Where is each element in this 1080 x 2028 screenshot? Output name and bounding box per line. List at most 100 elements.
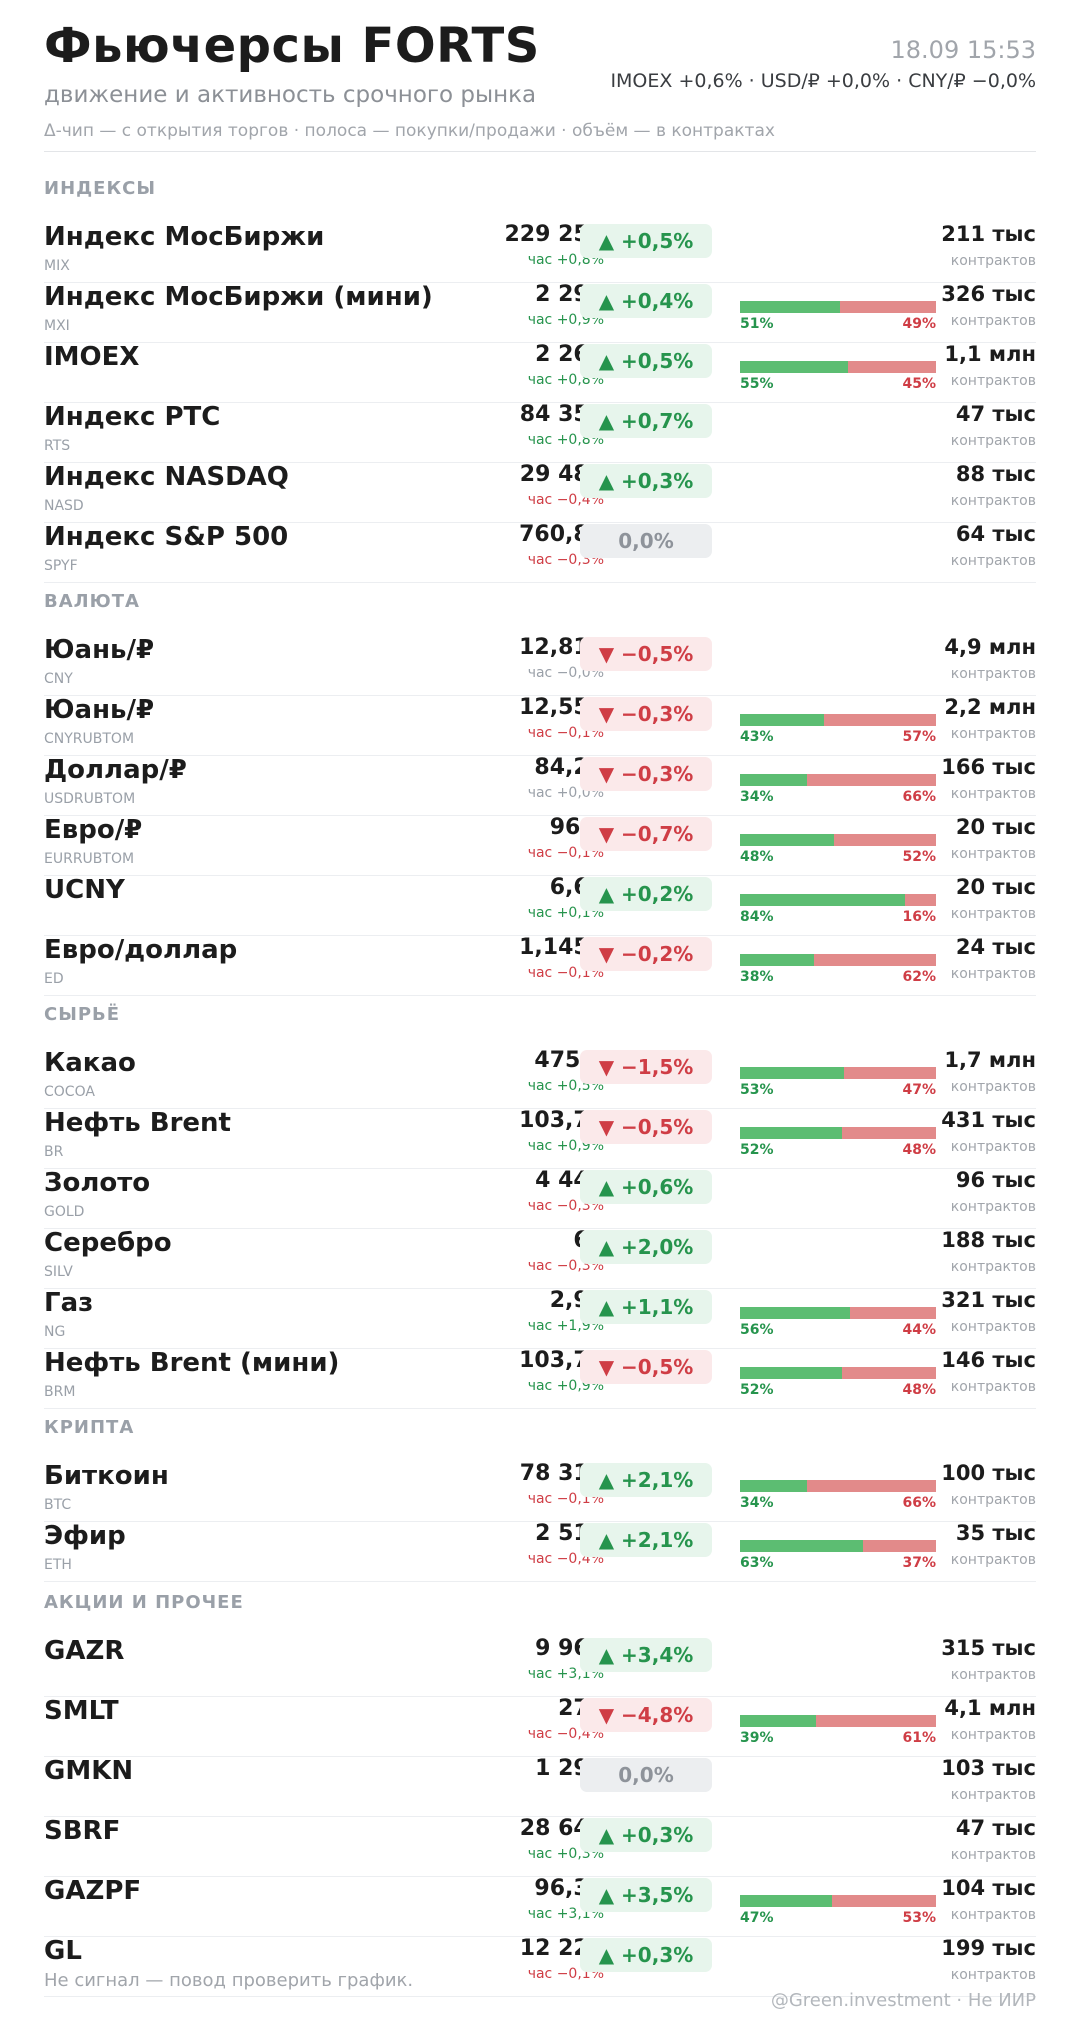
instrument-row[interactable]: Биткоин BTC 78 313 час −0,1% ▲ +2,1% 34% 66% 10…: [44, 1461, 1036, 1522]
volume-unit: контрактов: [950, 1667, 1036, 1683]
volume: 35 тыс: [955, 1521, 1036, 1545]
volume: 326 тыс: [941, 282, 1036, 306]
sell-share-fill: [839, 301, 936, 313]
buy-sell-bar: 48% 52%: [740, 834, 936, 865]
instrument-name: Серебро: [44, 1228, 172, 1258]
sell-percent: 47%: [902, 1082, 936, 1098]
sell-share-fill: [863, 1540, 936, 1552]
volume: 315 тыс: [941, 1636, 1036, 1660]
buy-percent: 53%: [740, 1082, 774, 1098]
volume-unit: контрактов: [950, 846, 1036, 862]
instrument-row[interactable]: Золото GOLD 4 443 час −0,3% ▲ +0,6% 96 тыс кон…: [44, 1168, 1036, 1229]
volume-unit: контрактов: [950, 1787, 1036, 1803]
buy-percent: 51%: [740, 316, 774, 332]
volume-unit: контрактов: [950, 786, 1036, 802]
instrument-row[interactable]: Нефть Brent BR 103,74 час +0,9% ▼ −0,5% 52% 48…: [44, 1108, 1036, 1169]
instrument-row[interactable]: Нефть Brent (мини) BRM 103,72 час +0,9% ▼ −0…: [44, 1348, 1036, 1409]
instrument-ticker: NASD: [44, 498, 84, 514]
volume: 1,7 млн: [944, 1048, 1036, 1072]
sell-share-fill: [832, 1895, 936, 1907]
sell-percent: 53%: [902, 1910, 936, 1926]
instrument-name: Индекс МосБиржи: [44, 222, 325, 252]
instrument-row[interactable]: Евро/₽ EURRUBTOM 96,7 час −0,1% ▼ −0,7% 48% 52…: [44, 815, 1036, 876]
volume: 199 тыс: [941, 1936, 1036, 1960]
instrument-row[interactable]: Юань/₽ CNY 12,817 час −0,0% ▼ −0,5% 4,9 млн ко…: [44, 635, 1036, 696]
volume: 1,1 млн: [944, 342, 1036, 366]
instrument-row[interactable]: Индекс РТС RTS 84 350 час +0,8% ▲ +0,7% 47 ты…: [44, 402, 1036, 463]
instrument-row[interactable]: GMKN 1 295 0,0% 103 тыс контрактов: [44, 1756, 1036, 1817]
instrument-ticker: ETH: [44, 1557, 72, 1573]
volume: 103 тыс: [941, 1756, 1036, 1780]
instrument-row[interactable]: SBRF 28 644 час +0,3% ▲ +0,3% 47 тыс контракт…: [44, 1816, 1036, 1877]
session-change-chip: ▲ +0,3%: [580, 464, 712, 498]
buy-percent: 84%: [740, 909, 774, 925]
session-change-chip: ▼ −0,3%: [580, 697, 712, 731]
volume-unit: контрактов: [950, 1139, 1036, 1155]
instrument-row[interactable]: SMLT275час −0,4%▼ −4,8%39%61%4,1 млнконт…: [44, 1696, 1036, 1757]
datetime: 18.09 15:53: [890, 36, 1037, 64]
buy-percent: 39%: [740, 1730, 774, 1746]
volume: 431 тыс: [941, 1108, 1036, 1132]
sell-share-fill: [904, 894, 936, 906]
instrument-row[interactable]: Эфир ETH 2 510 час −0,4% ▲ +2,1% 63% 37% 35 тыс…: [44, 1521, 1036, 1582]
session-change-chip: ▼ −0,2%: [580, 937, 712, 971]
instrument-name: Нефть Brent (мини): [44, 1348, 340, 1378]
legend-text: Δ-чип — с открытия торгов · полоса — пок…: [44, 121, 775, 141]
volume-unit: контрактов: [950, 313, 1036, 329]
buy-share-fill: [740, 1895, 833, 1907]
instrument-row[interactable]: Юань/₽ CNYRUBTOM 12,558 час −0,1% ▼ −0,3% 43%…: [44, 695, 1036, 756]
volume: 4,1 млн: [944, 1696, 1036, 1720]
session-change-chip: ▼ −0,3%: [580, 757, 712, 791]
session-change-chip: ▼ −0,5%: [580, 1350, 712, 1384]
sell-share-fill: [843, 1067, 936, 1079]
instrument-name: SMLT: [44, 1696, 119, 1726]
instrument-row[interactable]: GAZR 9 963 час +3,1% ▲ +3,4% 315 тыс контракт…: [44, 1636, 1036, 1697]
instrument-ticker: NG: [44, 1324, 66, 1340]
instrument-row[interactable]: Газ NG 2,91 час +1,9% ▲ +1,1% 56% 44% 321 тыс ко…: [44, 1288, 1036, 1349]
instrument-row[interactable]: СереброSILV68час −0,3%▲ +2,0%188 тысконт…: [44, 1228, 1036, 1289]
instrument-row[interactable]: GAZPF 96,31 час +3,1% ▲ +3,5% 47% 53% 104 тыс к…: [44, 1876, 1036, 1937]
instrument-row[interactable]: Какао COCOA 475,6 час +0,5% ▼ −1,5% 53% 47% 1,7…: [44, 1048, 1036, 1109]
session-change-chip: ▲ +0,2%: [580, 877, 712, 911]
sell-share-fill: [849, 1307, 936, 1319]
buy-sell-bar: 34% 66%: [740, 1480, 936, 1511]
instrument-ticker: MXI: [44, 318, 70, 334]
sell-percent: 48%: [902, 1142, 936, 1158]
buy-share-fill: [740, 361, 848, 373]
volume: 146 тыс: [941, 1348, 1036, 1372]
instrument-row[interactable]: IMOEX 2 268 час +0,8% ▲ +0,5% 55% 45% 1,1 млн к…: [44, 342, 1036, 403]
sell-share-fill: [806, 774, 936, 786]
section-title: КРИПТА: [44, 1417, 135, 1438]
instrument-ticker: SILV: [44, 1264, 73, 1280]
volume-unit: контрактов: [950, 1907, 1036, 1923]
instrument-name: Эфир: [44, 1521, 126, 1551]
instrument-row[interactable]: Индекс S&P 500 SPYF 760,84 час −0,3% 0,0% 64 …: [44, 522, 1036, 583]
volume: 47 тыс: [955, 1816, 1036, 1840]
instrument-row[interactable]: UCNY 6,69 час +0,1% ▲ +0,2% 84% 16% 20 тыс конт…: [44, 875, 1036, 936]
sell-share-fill: [847, 361, 936, 373]
sell-share-fill: [841, 1367, 936, 1379]
instrument-row[interactable]: Индекс МосБиржи MIX 229 250 час +0,8% ▲ +0,5…: [44, 222, 1036, 283]
buy-share-fill: [740, 774, 807, 786]
buy-share-fill: [740, 301, 840, 313]
session-change-chip: ▲ +2,1%: [580, 1523, 712, 1557]
sell-percent: 37%: [902, 1555, 936, 1571]
instrument-name: Индекс РТС: [44, 402, 221, 432]
instrument-name: Юань/₽: [44, 695, 155, 725]
instrument-ticker: ED: [44, 971, 64, 987]
buy-sell-bar: 47% 53%: [740, 1895, 936, 1926]
volume: 188 тыс: [941, 1228, 1036, 1252]
instrument-row[interactable]: Индекс NASDAQ NASD 29 484 час −0,4% ▲ +0,3% 8…: [44, 462, 1036, 523]
instrument-row[interactable]: GL 12 225 час −0,1% ▲ +0,3% 199 тыс контракто…: [44, 1936, 1036, 1997]
session-change-chip: 0,0%: [580, 524, 712, 558]
instrument-row[interactable]: Евро/доллар ED 1,1453 час −0,1% ▼ −0,2% 38% 62…: [44, 935, 1036, 996]
buy-sell-bar: 43% 57%: [740, 714, 936, 745]
session-change-chip: ▲ +0,4%: [580, 284, 712, 318]
session-change-chip: 0,0%: [580, 1758, 712, 1792]
buy-percent: 38%: [740, 969, 774, 985]
sell-share-fill: [814, 954, 936, 966]
instrument-row[interactable]: Индекс МосБиржи (мини) MXI 2 292 час +0,9% ▲…: [44, 282, 1036, 343]
buy-sell-bar: 63% 37%: [740, 1540, 936, 1571]
instrument-row[interactable]: Доллар/₽ USDRUBTOM 84,27 час +0,0% ▼ −0,3% 34…: [44, 755, 1036, 816]
footnote: Не сигнал — повод проверить график.: [44, 1970, 414, 1991]
